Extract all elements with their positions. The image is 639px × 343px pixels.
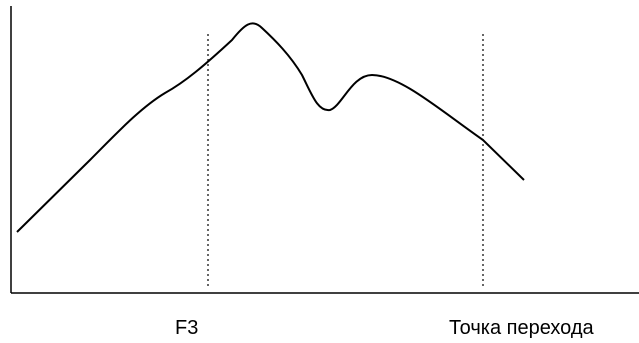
- label-transition-point: Точка перехода: [449, 317, 594, 339]
- label-f3: F3: [175, 317, 199, 339]
- curve: [16, 22, 525, 233]
